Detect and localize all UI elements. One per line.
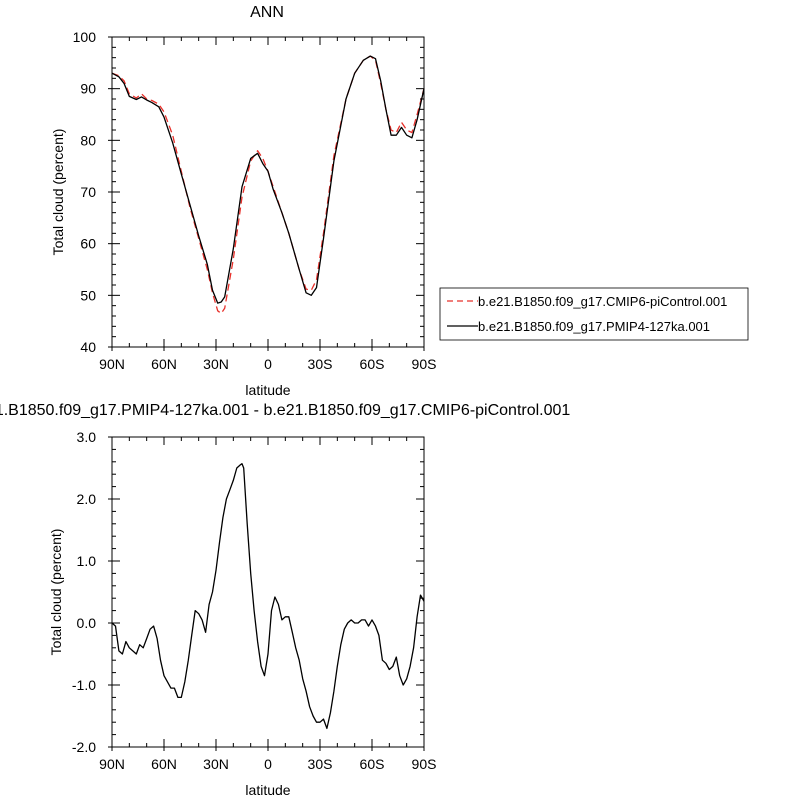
legend-box [439, 287, 749, 341]
x-tick-label: 60S [360, 756, 385, 772]
x-tick-label: 30N [203, 756, 229, 772]
x-tick-label: 0 [264, 356, 272, 372]
top-panel-lines [111, 55, 425, 315]
x-tick-label: 60N [151, 756, 177, 772]
x-tick-label: 60S [360, 356, 385, 372]
y-tick-label: -2.0 [72, 739, 96, 755]
x-tick-label: 90N [99, 356, 125, 372]
y-tick-label: 70 [80, 184, 96, 200]
y-tick-label: 2.0 [77, 491, 97, 507]
x-tick-label: 30S [308, 356, 333, 372]
y-tick-label: -1.0 [72, 677, 96, 693]
bottom-panel-lines [111, 463, 425, 730]
y-tick-label: 60 [80, 236, 96, 252]
x-tick-label: 90N [99, 756, 125, 772]
y-tick-label: 80 [80, 132, 96, 148]
series-line-0-0 [111, 55, 425, 315]
x-tick-label: 30N [203, 356, 229, 372]
top-panel-ticks: 90N 60N 30N 0 30S 60S 90S 40 50 60 70 80 90 100 [73, 29, 437, 372]
x-tick-label: 90S [412, 356, 437, 372]
y-tick-label: 0.0 [77, 615, 97, 631]
top-x-axis-label: latitude [245, 382, 290, 398]
bottom-y-axis-label: Total cloud (percent) [48, 529, 64, 656]
y-tick-label: 1.0 [77, 553, 97, 569]
y-tick-label: 50 [80, 287, 96, 303]
bottom-plot-frame [111, 436, 425, 748]
y-tick-label: 40 [80, 339, 96, 355]
bottom-panel: b.e21.B1850.f09_g17.PMIP4-127ka.001 - b.… [0, 402, 570, 798]
top-panel: ANN 90N 60N 30N 0 30S 60S 90S 40 50 60 70 80 90 100 l… [50, 4, 436, 398]
bottom-panel-title: b.e21.B1850.f09_g17.PMIP4-127ka.001 - b.… [0, 402, 570, 419]
x-tick-label: 60N [151, 356, 177, 372]
legend: b.e21.B1850.f09_g17.CMIP6-piControl.001 … [439, 287, 749, 341]
series-line-0-1 [111, 55, 425, 304]
x-tick-label: 90S [412, 756, 437, 772]
series-line-1-0 [111, 463, 425, 730]
top-panel-title: ANN [250, 4, 284, 21]
x-tick-label: 0 [264, 756, 272, 772]
bottom-x-axis-label: latitude [245, 782, 290, 798]
y-tick-label: 100 [73, 29, 97, 45]
y-tick-label: 90 [80, 81, 96, 97]
legend-label-piControl: b.e21.B1850.f09_g17.CMIP6-piControl.001 [478, 294, 727, 309]
y-tick-label: 3.0 [77, 429, 97, 445]
x-tick-label: 30S [308, 756, 333, 772]
legend-label-127ka: b.e21.B1850.f09_g17.PMIP4-127ka.001 [478, 319, 710, 334]
bottom-panel-ticks: 90N 60N 30N 0 30S 60S 90S -2.0 -1.0 0.0 1.0 2.0 3.0 [72, 429, 437, 772]
top-y-axis-label: Total cloud (percent) [50, 129, 66, 256]
top-plot-frame [111, 36, 425, 348]
